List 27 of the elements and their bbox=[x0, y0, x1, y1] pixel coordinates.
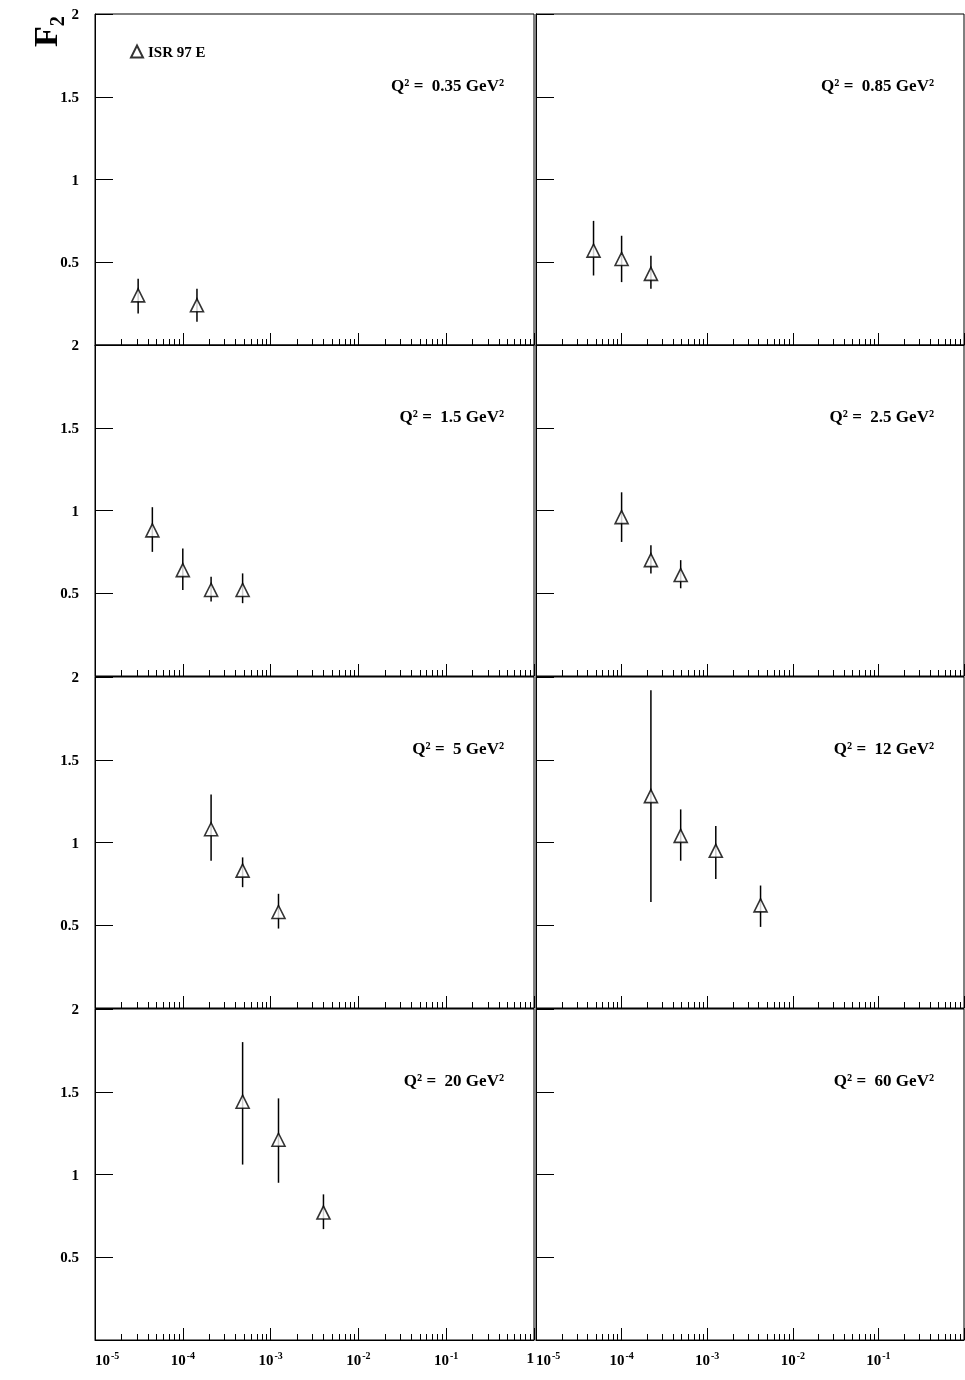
y-tick-label: 2 bbox=[71, 6, 79, 22]
y-tick-label: 1.5 bbox=[60, 419, 79, 436]
y-tick-label: 1 bbox=[71, 171, 79, 188]
annotation: Q² = 20 GeV² bbox=[403, 1071, 505, 1090]
annotation: Q² = 60 GeV² bbox=[833, 1071, 935, 1090]
legend-label: ISR 97 E bbox=[148, 43, 206, 60]
y-tick-label: 0.5 bbox=[60, 917, 79, 934]
annotation: Q² = 2.5 GeV² bbox=[829, 407, 935, 426]
y-tick-label: 2 bbox=[71, 337, 79, 353]
annotation: Q² = 12 GeV² bbox=[833, 739, 935, 758]
y-tick-label: 1.5 bbox=[60, 751, 79, 768]
y-tick-label: 0.5 bbox=[60, 254, 79, 271]
annotation: Q² = 0.35 GeV² bbox=[391, 76, 505, 95]
annotation: Q² = 1.5 GeV² bbox=[399, 407, 505, 426]
y-axis-title: F₂ bbox=[26, 15, 64, 47]
x-tick-label: 1 bbox=[526, 1349, 534, 1366]
y-tick-label: 2 bbox=[71, 1001, 79, 1017]
y-tick-label: 1 bbox=[71, 502, 79, 519]
y-tick-label: 1.5 bbox=[60, 1083, 79, 1100]
y-tick-label: 0.5 bbox=[60, 585, 79, 602]
annotation: Q² = 5 GeV² bbox=[412, 739, 505, 758]
y-tick-label: 2 bbox=[71, 669, 79, 685]
y-tick-label: 0.5 bbox=[60, 1249, 79, 1266]
y-tick-label: 1 bbox=[71, 1166, 79, 1183]
annotation: Q² = 0.85 GeV² bbox=[821, 76, 935, 95]
y-tick-label: 1.5 bbox=[60, 88, 79, 105]
y-tick-label: 1 bbox=[71, 834, 79, 851]
